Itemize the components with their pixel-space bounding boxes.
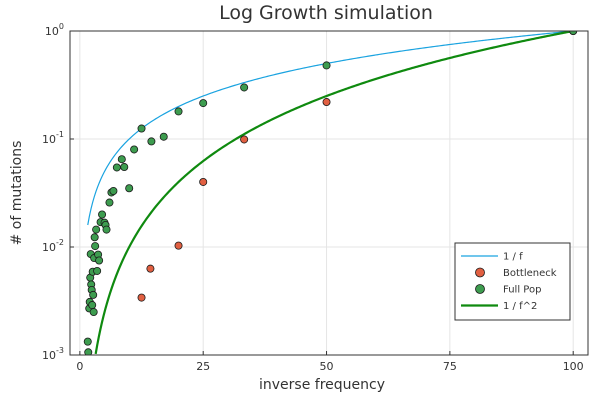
x-tick-label: 25	[196, 360, 210, 373]
x-axis-label: inverse frequency	[259, 377, 385, 393]
y-tick-base: 10	[42, 133, 56, 146]
x-tick-label: 0	[76, 360, 83, 373]
full-pop-point	[84, 348, 93, 355]
plot-frame	[69, 30, 589, 356]
series-layer	[83, 31, 578, 355]
full-pop-point	[174, 107, 183, 116]
full-pop-point	[102, 225, 111, 234]
full-pop-point	[569, 31, 578, 35]
legend-marker-swatch	[475, 284, 485, 294]
y-tick-base: 10	[42, 349, 56, 362]
y-tick-label: 10-2	[42, 238, 64, 254]
y-tick-label: 10-3	[42, 346, 64, 362]
full-pop-point	[240, 83, 249, 92]
y-tick-base: 10	[42, 241, 56, 254]
bottleneck-point	[174, 241, 183, 250]
legend: 1 / f Bottleneck Full Pop 1 / f^2	[454, 242, 571, 321]
full-pop-point	[105, 198, 114, 207]
full-pop-point	[130, 145, 139, 154]
y-tick-exponent: -1	[56, 130, 64, 139]
full-pop-point	[322, 61, 331, 70]
legend-label: 1 / f	[503, 252, 523, 263]
full-pop-point	[109, 187, 118, 196]
bottleneck-point	[137, 293, 146, 302]
y-axis-label: # of mutations	[9, 141, 25, 246]
legend-marker-swatch	[475, 267, 485, 278]
bottleneck-point	[146, 264, 155, 273]
series-line-inverse-f	[87, 31, 574, 226]
full-pop-point	[88, 301, 97, 310]
x-tick-label: 75	[443, 360, 457, 373]
y-tick-label: 100	[45, 22, 64, 38]
full-pop-point	[92, 225, 101, 234]
series-line-inverse-f-squared	[94, 31, 574, 355]
full-pop-point	[120, 163, 129, 172]
full-pop-point	[89, 308, 98, 317]
full-pop-point	[159, 132, 168, 141]
y-tick-base: 10	[45, 25, 59, 38]
legend-label: 1 / f^2	[503, 301, 537, 312]
full-pop-point	[112, 163, 121, 172]
bottleneck-point	[322, 98, 331, 107]
legend-label: Full Pop	[503, 285, 541, 296]
full-pop-point	[98, 210, 107, 219]
full-pop-point	[95, 256, 104, 265]
full-pop-point	[137, 124, 146, 133]
y-tick-exponent: -2	[56, 238, 64, 247]
full-pop-point	[125, 184, 134, 193]
legend-label: Bottleneck	[503, 268, 557, 279]
x-tick-label: 50	[320, 360, 334, 373]
bottleneck-point	[199, 177, 208, 186]
bottleneck-point	[240, 135, 249, 144]
full-pop-point	[91, 242, 100, 251]
y-tick-exponent: -3	[56, 346, 64, 355]
y-tick-exponent: 0	[59, 22, 64, 31]
chart-title: Log Growth simulation	[219, 2, 433, 24]
x-tick-label: 100	[563, 360, 584, 373]
full-pop-point	[117, 155, 126, 164]
y-tick-label: 10-1	[42, 130, 64, 146]
full-pop-point	[90, 233, 99, 242]
full-pop-point	[147, 137, 156, 146]
full-pop-point	[199, 99, 208, 108]
full-pop-point	[89, 290, 98, 299]
full-pop-point	[83, 337, 92, 346]
full-pop-point	[93, 266, 102, 275]
